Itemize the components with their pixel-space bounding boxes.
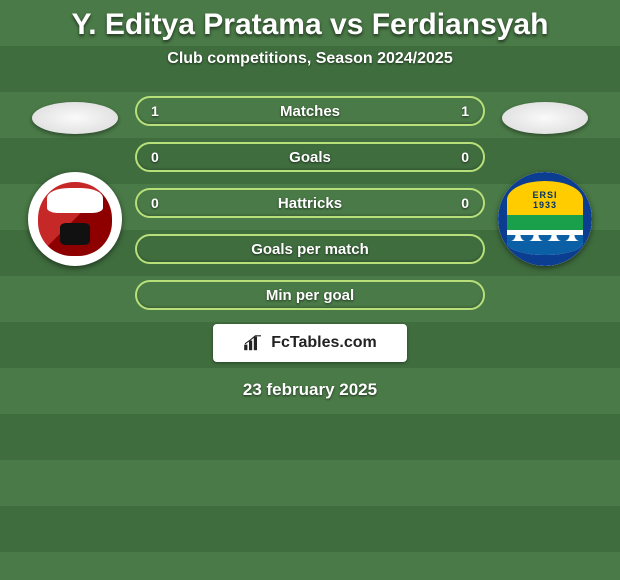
left-club-badge	[28, 172, 122, 266]
stats-column: 1 Matches 1 0 Goals 0 0 Hattricks 0 Goal…	[135, 96, 485, 310]
stat-label: Min per goal	[266, 287, 354, 304]
stat-label: Goals per match	[251, 241, 369, 258]
stat-row: Min per goal	[135, 280, 485, 310]
comparison-area: 1 Matches 1 0 Goals 0 0 Hattricks 0 Goal…	[0, 96, 620, 310]
stat-left-value: 1	[151, 98, 159, 124]
stat-label: Matches	[280, 103, 340, 120]
stat-row: 0 Hattricks 0	[135, 188, 485, 218]
stat-label: Hattricks	[278, 195, 342, 212]
left-player-column	[15, 96, 135, 266]
update-date: 23 february 2025	[243, 380, 377, 400]
page-subtitle: Club competitions, Season 2024/2025	[167, 50, 452, 68]
stat-right-value: 0	[461, 144, 469, 170]
right-player-column: ERSI 1933	[485, 96, 605, 266]
stat-row: 1 Matches 1	[135, 96, 485, 126]
stat-row: 0 Goals 0	[135, 142, 485, 172]
stat-left-value: 0	[151, 144, 159, 170]
attribution-text: FcTables.com	[271, 334, 377, 352]
right-club-badge-year: 1933	[533, 200, 557, 210]
stat-right-value: 1	[461, 98, 469, 124]
left-club-badge-art	[38, 182, 111, 255]
right-club-badge-art: ERSI 1933	[498, 172, 592, 266]
right-club-badge-waves	[507, 230, 582, 254]
stat-row: Goals per match	[135, 234, 485, 264]
content: Y. Editya Pratama vs Ferdiansyah Club co…	[0, 0, 620, 580]
bar-chart-icon	[243, 335, 263, 351]
right-club-badge: ERSI 1933	[498, 172, 592, 266]
left-player-avatar	[32, 102, 118, 134]
attribution-box[interactable]: FcTables.com	[213, 324, 407, 362]
right-player-avatar	[502, 102, 588, 134]
right-club-badge-top: ERSI 1933	[507, 181, 582, 219]
right-club-badge-text: ERSI	[532, 190, 557, 200]
page-title: Y. Editya Pratama vs Ferdiansyah	[72, 8, 549, 42]
stat-label: Goals	[289, 149, 331, 166]
stat-left-value: 0	[151, 190, 159, 216]
stat-right-value: 0	[461, 190, 469, 216]
